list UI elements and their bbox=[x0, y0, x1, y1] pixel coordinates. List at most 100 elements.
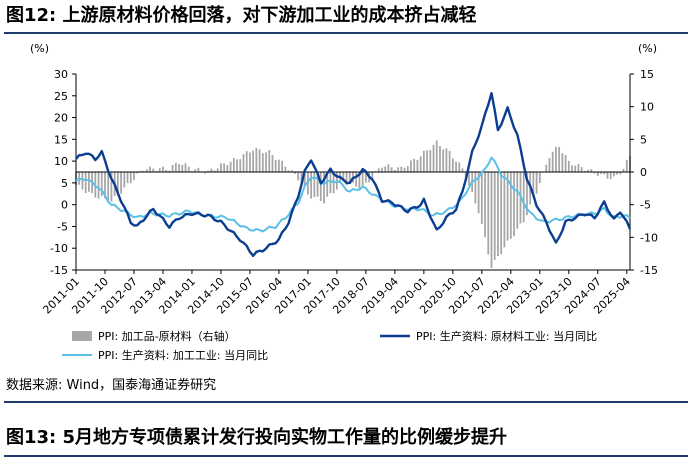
spread-bar bbox=[558, 147, 561, 172]
spread-bar bbox=[393, 169, 396, 172]
spread-bar bbox=[622, 168, 625, 172]
spread-bar bbox=[326, 172, 329, 197]
spread-bar bbox=[361, 172, 364, 188]
spread-bar bbox=[429, 150, 432, 172]
spread-bars bbox=[75, 140, 631, 269]
figure-title: 图12: 上游原材料价格回落，对下游加工业的成本挤占减轻 bbox=[6, 5, 477, 26]
spread-bar bbox=[281, 160, 284, 172]
spread-bar bbox=[290, 170, 293, 172]
spread-bar bbox=[232, 157, 235, 172]
spread-bar bbox=[574, 165, 577, 172]
spread-bar bbox=[184, 163, 187, 172]
spread-bar bbox=[458, 162, 461, 172]
spread-bar bbox=[625, 159, 628, 172]
spread-bar bbox=[384, 166, 387, 172]
spread-bar bbox=[497, 172, 499, 257]
spread-bar bbox=[245, 151, 248, 172]
spread-bar bbox=[323, 172, 325, 204]
spread-bar bbox=[567, 160, 570, 172]
spread-bar bbox=[239, 159, 242, 172]
left-tick-label: 20 bbox=[54, 112, 68, 125]
spread-bar bbox=[171, 165, 174, 172]
spread-bar bbox=[319, 172, 322, 201]
spread-bar bbox=[226, 165, 229, 172]
right-tick-label: 10 bbox=[640, 101, 654, 114]
spread-bar bbox=[165, 169, 168, 172]
right-tick-label: -5 bbox=[640, 199, 651, 212]
spread-bar bbox=[493, 172, 496, 260]
spread-bar bbox=[609, 172, 612, 179]
spread-bar bbox=[307, 172, 309, 195]
spread-bar bbox=[210, 168, 213, 172]
spread-bar bbox=[538, 172, 541, 184]
spread-bar bbox=[596, 172, 599, 176]
spread-bar bbox=[371, 172, 374, 179]
spread-bar bbox=[187, 166, 190, 172]
spread-bar bbox=[181, 164, 184, 172]
spread-bar bbox=[152, 168, 155, 172]
spread-bar bbox=[413, 158, 416, 172]
spread-bar bbox=[223, 163, 226, 172]
left-tick-label: 10 bbox=[54, 155, 68, 168]
spread-bar bbox=[400, 166, 403, 172]
spread-bar bbox=[571, 165, 573, 172]
spread-bar bbox=[242, 154, 245, 172]
spread-bar bbox=[590, 169, 593, 172]
spread-bar bbox=[410, 160, 412, 172]
spread-bar bbox=[229, 161, 232, 172]
spread-bar bbox=[129, 172, 132, 184]
left-tick-label: 15 bbox=[54, 133, 68, 146]
spread-bar bbox=[603, 172, 606, 175]
processing-line bbox=[75, 156, 631, 233]
left-tick-label: -10 bbox=[50, 242, 68, 255]
spread-bar bbox=[310, 172, 313, 199]
spread-bar bbox=[432, 144, 435, 172]
spread-bar bbox=[435, 140, 438, 172]
series-lines bbox=[75, 92, 632, 257]
spread-bar bbox=[216, 168, 219, 172]
spread-bar bbox=[587, 169, 590, 172]
spread-bar bbox=[480, 172, 483, 224]
spread-bar bbox=[97, 172, 100, 199]
spread-bar bbox=[477, 172, 480, 214]
spread-bar bbox=[255, 147, 258, 172]
spread-bar bbox=[426, 150, 428, 172]
spread-bar bbox=[468, 172, 470, 186]
spread-bar bbox=[416, 159, 419, 172]
legend-label-raw: PPI: 生产资料: 原材料工业: 当月同比 bbox=[416, 329, 597, 343]
spread-bar bbox=[377, 168, 380, 172]
right-tick-label: 5 bbox=[640, 133, 647, 146]
spread-bar bbox=[526, 172, 528, 216]
left-tick-label: -5 bbox=[57, 220, 68, 233]
spread-bar bbox=[81, 172, 84, 190]
spread-bar bbox=[580, 167, 583, 172]
bottom-rule bbox=[4, 455, 688, 457]
spread-bar bbox=[120, 172, 122, 194]
spread-bar bbox=[261, 153, 264, 172]
spread-bar bbox=[249, 152, 251, 172]
spread-bar bbox=[545, 164, 548, 172]
spread-bar bbox=[313, 172, 316, 198]
spread-bar bbox=[213, 170, 216, 172]
spread-bar bbox=[390, 167, 393, 172]
spread-bar bbox=[442, 149, 445, 172]
left-tick-label: -15 bbox=[50, 264, 68, 277]
spread-bar bbox=[139, 170, 142, 172]
spread-bar bbox=[387, 164, 390, 172]
spread-bar bbox=[561, 153, 564, 172]
spread-bar bbox=[381, 167, 383, 172]
spread-bar bbox=[258, 149, 261, 172]
spread-bar bbox=[342, 172, 345, 182]
spread-bar bbox=[297, 172, 300, 181]
spread-bar bbox=[284, 166, 287, 172]
spread-bar bbox=[406, 166, 409, 172]
spread-bar bbox=[300, 172, 303, 185]
ppi-chart: (%) (%) -15 -10 -5 0 5 10 15 20 25 30 -15 -10 -5 0 5 10… bbox=[30, 42, 658, 362]
spread-bar bbox=[535, 172, 538, 194]
spread-bar bbox=[133, 172, 135, 181]
spread-bar bbox=[126, 172, 129, 184]
spread-bar bbox=[487, 172, 490, 255]
left-tick-label: 25 bbox=[54, 90, 68, 103]
spread-bar bbox=[613, 172, 615, 177]
spread-bar bbox=[197, 167, 200, 172]
